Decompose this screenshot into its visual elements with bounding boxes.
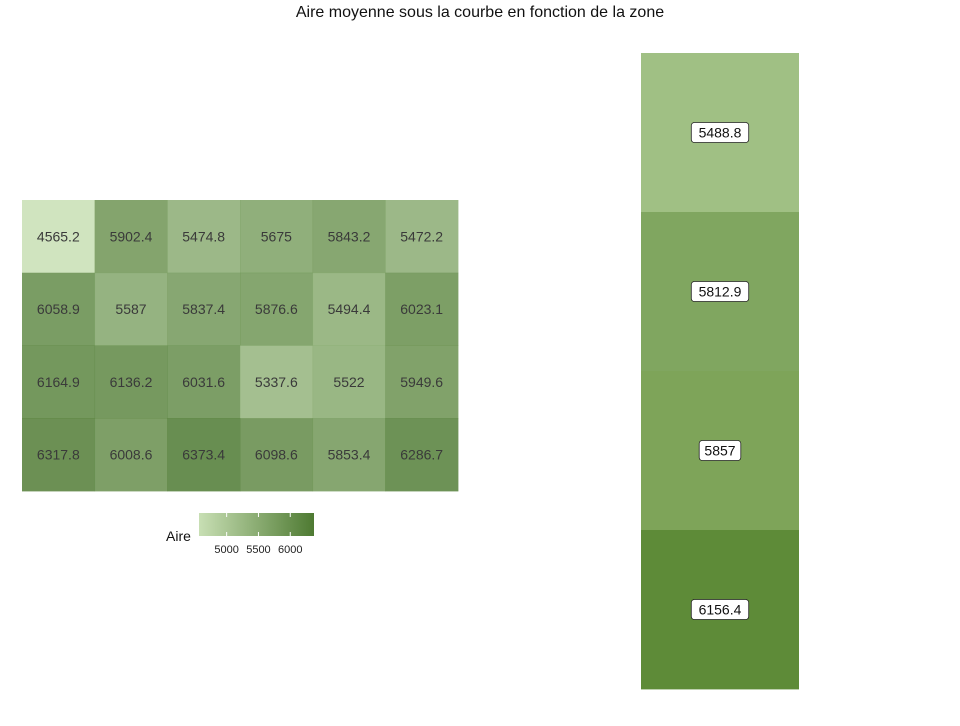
heatmap-cell bbox=[167, 272, 241, 346]
heatmap-cell bbox=[94, 272, 168, 346]
heatmap-cell-label: 5522 bbox=[333, 374, 364, 390]
heatmap-cell bbox=[385, 418, 459, 492]
heatmap-cell bbox=[312, 418, 386, 492]
heatmap-cell bbox=[22, 345, 96, 419]
legend-colorbar bbox=[199, 513, 314, 536]
heatmap-cell bbox=[22, 272, 96, 346]
heatmap-cell-label: 5675 bbox=[261, 228, 292, 244]
heatmap-cell-label: 6058.9 bbox=[37, 301, 80, 317]
heatmap-cell-label: 6317.8 bbox=[37, 447, 80, 463]
heatmap-cell-label: 6031.6 bbox=[182, 374, 225, 390]
heatmap-cell-label: 5837.4 bbox=[182, 301, 225, 317]
heatmap-cell-label: 5843.2 bbox=[328, 228, 371, 244]
heatmap-cell bbox=[240, 272, 314, 346]
heatmap-cell bbox=[385, 272, 459, 346]
heatmap-grid: 4565.2 5902.4 5474.8 5675 5843.2 5472.2 6058.9… bbox=[22, 200, 459, 492]
chart-title: Aire moyenne sous la courbe en fonction … bbox=[296, 4, 664, 21]
zone-label-box bbox=[690, 281, 750, 302]
legend-tick-label: 5000 bbox=[214, 544, 238, 556]
zone-cell-label: 5857 bbox=[704, 443, 735, 459]
heatmap-cell-label: 5474.8 bbox=[182, 228, 225, 244]
heatmap-cell-label: 6164.9 bbox=[37, 374, 80, 390]
heatmap-cell bbox=[312, 272, 386, 346]
heatmap-cell-label: 5337.6 bbox=[255, 374, 298, 390]
heatmap-cell bbox=[94, 345, 168, 419]
heatmap-cell-label: 5949.6 bbox=[400, 374, 443, 390]
legend-tick-label: 5500 bbox=[246, 544, 270, 556]
heatmap-cell-label: 5472.2 bbox=[400, 228, 443, 244]
zone-column: 5488.8 5812.9 5857 6156.4 bbox=[641, 53, 799, 690]
zone-label-box bbox=[690, 599, 750, 620]
heatmap-cell bbox=[240, 418, 314, 492]
heatmap-cell bbox=[167, 200, 241, 274]
heatmap-cell-label: 6098.6 bbox=[255, 447, 298, 463]
zone-cell-label: 5488.8 bbox=[699, 125, 742, 141]
legend-tick-label: 6000 bbox=[278, 544, 302, 556]
zone-label-box bbox=[690, 122, 750, 143]
heatmap-cell bbox=[22, 200, 96, 274]
heatmap-cell-label: 5902.4 bbox=[110, 228, 153, 244]
zone-label-box bbox=[698, 440, 742, 461]
legend: Aire 5000 5500 6000 bbox=[166, 513, 314, 556]
heatmap-cell-label: 6023.1 bbox=[400, 301, 443, 317]
heatmap-cell bbox=[312, 345, 386, 419]
heatmap-cell-label: 6286.7 bbox=[400, 447, 443, 463]
zone-cell-label: 5812.9 bbox=[699, 284, 742, 300]
heatmap-cell-label: 5853.4 bbox=[328, 447, 371, 463]
legend-ticks: 5000 5500 6000 bbox=[214, 513, 302, 556]
heatmap-cell-label: 5587 bbox=[115, 301, 146, 317]
heatmap-cell bbox=[94, 200, 168, 274]
heatmap-cell bbox=[240, 200, 314, 274]
heatmap-cell-label: 6008.6 bbox=[110, 447, 153, 463]
heatmap-cell-label: 6373.4 bbox=[182, 447, 225, 463]
heatmap-cell-label: 5876.6 bbox=[255, 301, 298, 317]
zone-cell-label: 6156.4 bbox=[699, 602, 742, 618]
heatmap-cell-label: 5494.4 bbox=[328, 301, 371, 317]
heatmap-cell bbox=[167, 345, 241, 419]
heatmap-cell bbox=[167, 418, 241, 492]
heatmap-cell bbox=[240, 345, 314, 419]
heatmap-cell-label: 4565.2 bbox=[37, 228, 80, 244]
legend-title: Aire bbox=[166, 528, 191, 544]
heatmap-cell bbox=[312, 200, 386, 274]
heatmap-cell-label: 6136.2 bbox=[110, 374, 153, 390]
heatmap-cell bbox=[385, 200, 459, 274]
heatmap-cell bbox=[94, 418, 168, 492]
heatmap-cell bbox=[385, 345, 459, 419]
heatmap-cell bbox=[22, 418, 96, 492]
